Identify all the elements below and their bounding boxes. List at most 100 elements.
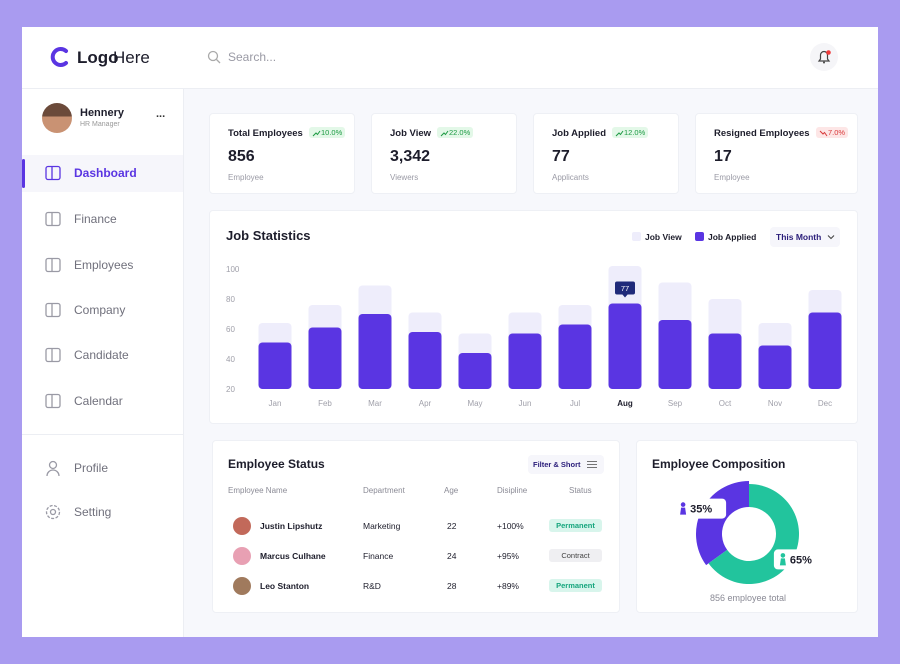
person-icon	[680, 507, 687, 515]
x-tick-label: Oct	[719, 399, 732, 408]
bar	[308, 327, 342, 389]
nav-active-bar	[22, 159, 25, 188]
search-icon	[207, 50, 221, 64]
stat-change: 7.0%	[816, 127, 849, 138]
chevron	[827, 235, 835, 240]
label-bg	[674, 498, 727, 519]
x-tick-label: Nov	[768, 399, 782, 408]
table-card: Employee Status Filter & Short Employee Na…	[212, 440, 620, 613]
stat-card: Job Applied 12.0% 77 Applicants	[533, 113, 679, 194]
employee-name: Leo Stanton	[260, 581, 310, 591]
y-tick-label: 40	[226, 355, 235, 364]
employee-avatar	[233, 517, 251, 535]
composition-title: Employee Composition	[652, 457, 786, 471]
x-tick-label: Jan	[269, 399, 282, 408]
nav-icon	[46, 460, 60, 477]
filter-icon	[587, 461, 597, 468]
legend-label: Job View	[645, 232, 682, 242]
filter-button[interactable]: This Month	[770, 227, 840, 247]
user-avatar	[42, 103, 72, 133]
logo-icon	[50, 47, 68, 67]
filter-sort-button[interactable]: Filter & Short	[528, 455, 604, 474]
person-icon	[780, 553, 786, 558]
nav-icon	[45, 504, 61, 520]
nav-active-bg	[22, 155, 183, 192]
department: Finance	[363, 551, 394, 561]
column-header: Age	[444, 486, 459, 495]
icon-shape	[48, 460, 58, 470]
arrow-shape	[440, 130, 449, 137]
x-tick-label: Jul	[570, 399, 580, 408]
search-input[interactable]: Search...	[228, 50, 277, 64]
stat-change: 12.0%	[612, 127, 649, 138]
donut-segment	[696, 481, 749, 566]
nav-item[interactable]: Dashboard	[74, 166, 137, 180]
bell-icon	[817, 50, 831, 64]
x-tick-label: Dec	[818, 399, 832, 408]
arrow-shape	[312, 130, 321, 137]
chevron-shape	[827, 235, 835, 240]
employee-name: Marcus Culhane	[260, 551, 326, 561]
nav-item[interactable]: Employees	[74, 258, 134, 272]
nav-icon	[45, 302, 61, 318]
stat-card: Job View 22.0% 3,342 Viewers	[371, 113, 517, 194]
x-tick-label: Mar	[368, 399, 382, 408]
employee-avatar	[233, 577, 251, 595]
y-tick-label: 100	[226, 265, 240, 274]
bar	[358, 314, 392, 389]
age: 24	[447, 551, 457, 561]
icon-shape	[46, 469, 60, 477]
user-menu[interactable]: ...	[156, 108, 166, 120]
icon-shape	[45, 393, 61, 409]
discipline: +89%	[497, 581, 519, 591]
icon-shape	[49, 508, 57, 516]
bar-chart: 20 40 60 80 100 Jan Feb Mar Apr May Jun Jul Aug 77 Sep…	[226, 265, 842, 408]
table-title: Employee Status	[228, 457, 325, 471]
x-tick-label: May	[467, 399, 482, 408]
stat-card: Resigned Employees 7.0% 17 Employee	[695, 113, 858, 194]
bar	[708, 333, 742, 389]
trend-arrow	[440, 130, 449, 137]
nav-icon	[45, 211, 61, 227]
nav-item[interactable]: Profile	[74, 461, 109, 475]
logo-rest: Here	[113, 48, 150, 67]
tooltip-bg	[615, 281, 635, 295]
stat-change: 22.0%	[437, 127, 474, 138]
tooltip-pointer	[622, 294, 628, 298]
employee-avatar	[233, 547, 251, 565]
bar	[608, 303, 642, 389]
nav-item[interactable]: Finance	[74, 212, 117, 226]
data-label: 77	[621, 284, 629, 293]
stat-title: Total Employees	[228, 128, 303, 139]
x-tick-label: Apr	[419, 399, 432, 408]
x-tick-label: Sep	[668, 399, 683, 408]
status-badge: Contract	[549, 549, 602, 562]
icon-shape	[45, 257, 61, 273]
logo-bold: Logo	[77, 48, 119, 67]
legend-swatch	[632, 232, 641, 241]
icon-shape	[45, 211, 61, 227]
nav-item[interactable]: Setting	[74, 505, 112, 519]
composition-subtitle: 856 employee total	[709, 593, 787, 603]
header-divider	[22, 88, 878, 89]
nav-item[interactable]: Calendar	[74, 394, 123, 408]
stat-value: 17	[714, 148, 732, 165]
filter-sort-label: Filter & Short	[533, 460, 581, 469]
age: 28	[447, 581, 457, 591]
y-tick-label: 80	[226, 295, 235, 304]
stat-sub: Viewers	[390, 173, 419, 182]
nav-icon	[45, 257, 61, 273]
nav-item[interactable]: Company	[74, 303, 126, 317]
notification-button[interactable]	[810, 43, 838, 71]
stat-title: Resigned Employees	[714, 128, 810, 139]
department: Marketing	[363, 521, 401, 531]
nav-divider	[22, 434, 183, 435]
y-tick-label: 20	[226, 385, 235, 394]
stat-sub: Employee	[228, 173, 264, 182]
value-label: 65%	[790, 554, 812, 566]
stat-sub: Employee	[714, 173, 750, 182]
value-label: 35%	[690, 504, 712, 516]
bar	[258, 342, 292, 389]
legend-swatch	[695, 232, 704, 241]
nav-item[interactable]: Candidate	[74, 348, 129, 362]
